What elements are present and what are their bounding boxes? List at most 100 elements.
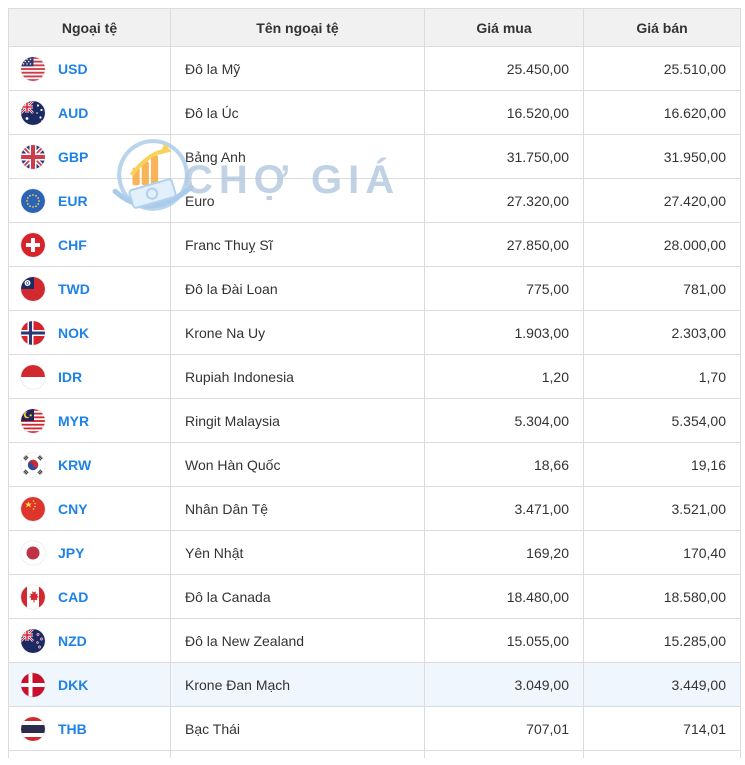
buy-price: 27.850,00 [424, 222, 584, 267]
currency-name: Đô la Đài Loan [170, 266, 425, 311]
column-header-buy: Giá mua [424, 8, 584, 47]
currency-name: Ringit Malaysia [170, 398, 425, 443]
currency-code-link[interactable]: NZD [58, 632, 87, 649]
new-zealand-flag-icon [21, 628, 45, 653]
partial-next-row [8, 750, 741, 758]
australia-flag-icon [21, 100, 45, 125]
currency-row[interactable]: NOK Krone Na Uy 1.903,00 2.303,00 [8, 310, 741, 355]
switzerland-flag-icon [21, 232, 45, 257]
currency-code-link[interactable]: USD [58, 60, 88, 77]
sell-price: 28.000,00 [583, 222, 741, 267]
buy-price: 5.304,00 [424, 398, 584, 443]
exchange-rate-page: Ngoại tệ Tên ngoại tệ Giá mua Giá bán US… [0, 8, 745, 758]
sell-price: 25.510,00 [583, 46, 741, 91]
currency-row[interactable]: EUR Euro 27.320,00 27.420,00 [8, 178, 741, 223]
currency-name: Won Hàn Quốc [170, 442, 425, 487]
exchange-rate-table: Ngoại tệ Tên ngoại tệ Giá mua Giá bán US… [8, 8, 741, 758]
buy-price: 775,00 [424, 266, 584, 311]
buy-price: 31.750,00 [424, 134, 584, 179]
currency-code-link[interactable]: KRW [58, 456, 92, 473]
currency-name: Euro [170, 178, 425, 223]
currency-row[interactable]: CAD Đô la Canada 18.480,00 18.580,00 [8, 574, 741, 619]
currency-row[interactable]: AUD Đô la Úc 16.520,00 16.620,00 [8, 90, 741, 135]
currency-name: Bạc Thái [170, 706, 425, 751]
buy-price: 3.049,00 [424, 662, 584, 707]
currency-name: Yên Nhật [170, 530, 425, 575]
sell-price: 3.449,00 [583, 662, 741, 707]
column-header-currency: Ngoại tệ [8, 8, 171, 47]
currency-row[interactable]: THB Bạc Thái 707,01 714,01 [8, 706, 741, 751]
currency-code-link[interactable]: CNY [58, 500, 88, 517]
sell-price: 19,16 [583, 442, 741, 487]
currency-code-link[interactable]: IDR [58, 368, 83, 385]
buy-price: 1,20 [424, 354, 584, 399]
sell-price: 1,70 [583, 354, 741, 399]
currency-row[interactable]: JPY Yên Nhật 169,20 170,40 [8, 530, 741, 575]
buy-price: 25.450,00 [424, 46, 584, 91]
usa-flag-icon [21, 56, 45, 81]
taiwan-flag-icon [21, 276, 45, 301]
buy-price: 169,20 [424, 530, 584, 575]
currency-code-link[interactable]: EUR [58, 192, 88, 209]
buy-price: 1.903,00 [424, 310, 584, 355]
currency-name: Rupiah Indonesia [170, 354, 425, 399]
currency-code-link[interactable]: NOK [58, 324, 90, 341]
currency-row[interactable]: IDR Rupiah Indonesia 1,20 1,70 [8, 354, 741, 399]
currency-code-link[interactable]: AUD [58, 104, 89, 121]
currency-code-link[interactable]: CAD [58, 588, 89, 605]
indonesia-flag-icon [21, 364, 45, 389]
currency-code-link[interactable]: DKK [58, 676, 89, 693]
currency-name: Krone Na Uy [170, 310, 425, 355]
currency-row[interactable]: CNY Nhân Dân Tệ 3.471,00 3.521,00 [8, 486, 741, 531]
sell-price: 5.354,00 [583, 398, 741, 443]
norway-flag-icon [21, 320, 45, 345]
sell-price: 18.580,00 [583, 574, 741, 619]
currency-name: Đô la Mỹ [170, 46, 425, 91]
sell-price: 16.620,00 [583, 90, 741, 135]
sell-price: 15.285,00 [583, 618, 741, 663]
malaysia-flag-icon [21, 408, 45, 433]
currency-name: Nhân Dân Tệ [170, 486, 425, 531]
sell-price: 31.950,00 [583, 134, 741, 179]
buy-price: 707,01 [424, 706, 584, 751]
currency-row[interactable]: NZD Đô la New Zealand 15.055,00 15.285,0… [8, 618, 741, 663]
buy-price: 27.320,00 [424, 178, 584, 223]
column-header-name: Tên ngoại tệ [170, 8, 425, 47]
currency-code-link[interactable]: CHF [58, 236, 87, 253]
currency-row[interactable]: GBP Bảng Anh 31.750,00 31.950,00 [8, 134, 741, 179]
currency-name: Đô la New Zealand [170, 618, 425, 663]
currency-code-link[interactable]: JPY [58, 544, 85, 561]
china-flag-icon [21, 496, 45, 521]
sell-price: 2.303,00 [583, 310, 741, 355]
currency-code-link[interactable]: THB [58, 720, 87, 737]
currency-row[interactable]: TWD Đô la Đài Loan 775,00 781,00 [8, 266, 741, 311]
currency-row[interactable]: KRW Won Hàn Quốc 18,66 19,16 [8, 442, 741, 487]
currency-name: Đô la Canada [170, 574, 425, 619]
sell-price: 714,01 [583, 706, 741, 751]
japan-flag-icon [21, 540, 45, 565]
currency-row[interactable]: USD Đô la Mỹ 25.450,00 25.510,00 [8, 46, 741, 91]
denmark-flag-icon [21, 672, 45, 697]
sell-price: 170,40 [583, 530, 741, 575]
sell-price: 781,00 [583, 266, 741, 311]
buy-price: 18.480,00 [424, 574, 584, 619]
currency-row[interactable]: MYR Ringit Malaysia 5.304,00 5.354,00 [8, 398, 741, 443]
currency-row[interactable]: DKK Krone Đan Mạch 3.049,00 3.449,00 [8, 662, 741, 707]
currency-name: Krone Đan Mạch [170, 662, 425, 707]
currency-row[interactable]: CHF Franc Thuỵ Sĩ 27.850,00 28.000,00 [8, 222, 741, 267]
sell-price: 3.521,00 [583, 486, 741, 531]
currency-name: Franc Thuỵ Sĩ [170, 222, 425, 267]
column-header-sell: Giá bán [583, 8, 741, 47]
buy-price: 18,66 [424, 442, 584, 487]
currency-code-link[interactable]: MYR [58, 412, 90, 429]
south-korea-flag-icon [21, 452, 45, 477]
uk-flag-icon [21, 144, 45, 169]
sell-price: 27.420,00 [583, 178, 741, 223]
thailand-flag-icon [21, 716, 45, 741]
currency-code-link[interactable]: GBP [58, 148, 89, 165]
buy-price: 15.055,00 [424, 618, 584, 663]
table-header-row: Ngoại tệ Tên ngoại tệ Giá mua Giá bán [8, 8, 741, 47]
buy-price: 3.471,00 [424, 486, 584, 531]
eu-flag-icon [21, 188, 45, 213]
currency-code-link[interactable]: TWD [58, 280, 90, 297]
